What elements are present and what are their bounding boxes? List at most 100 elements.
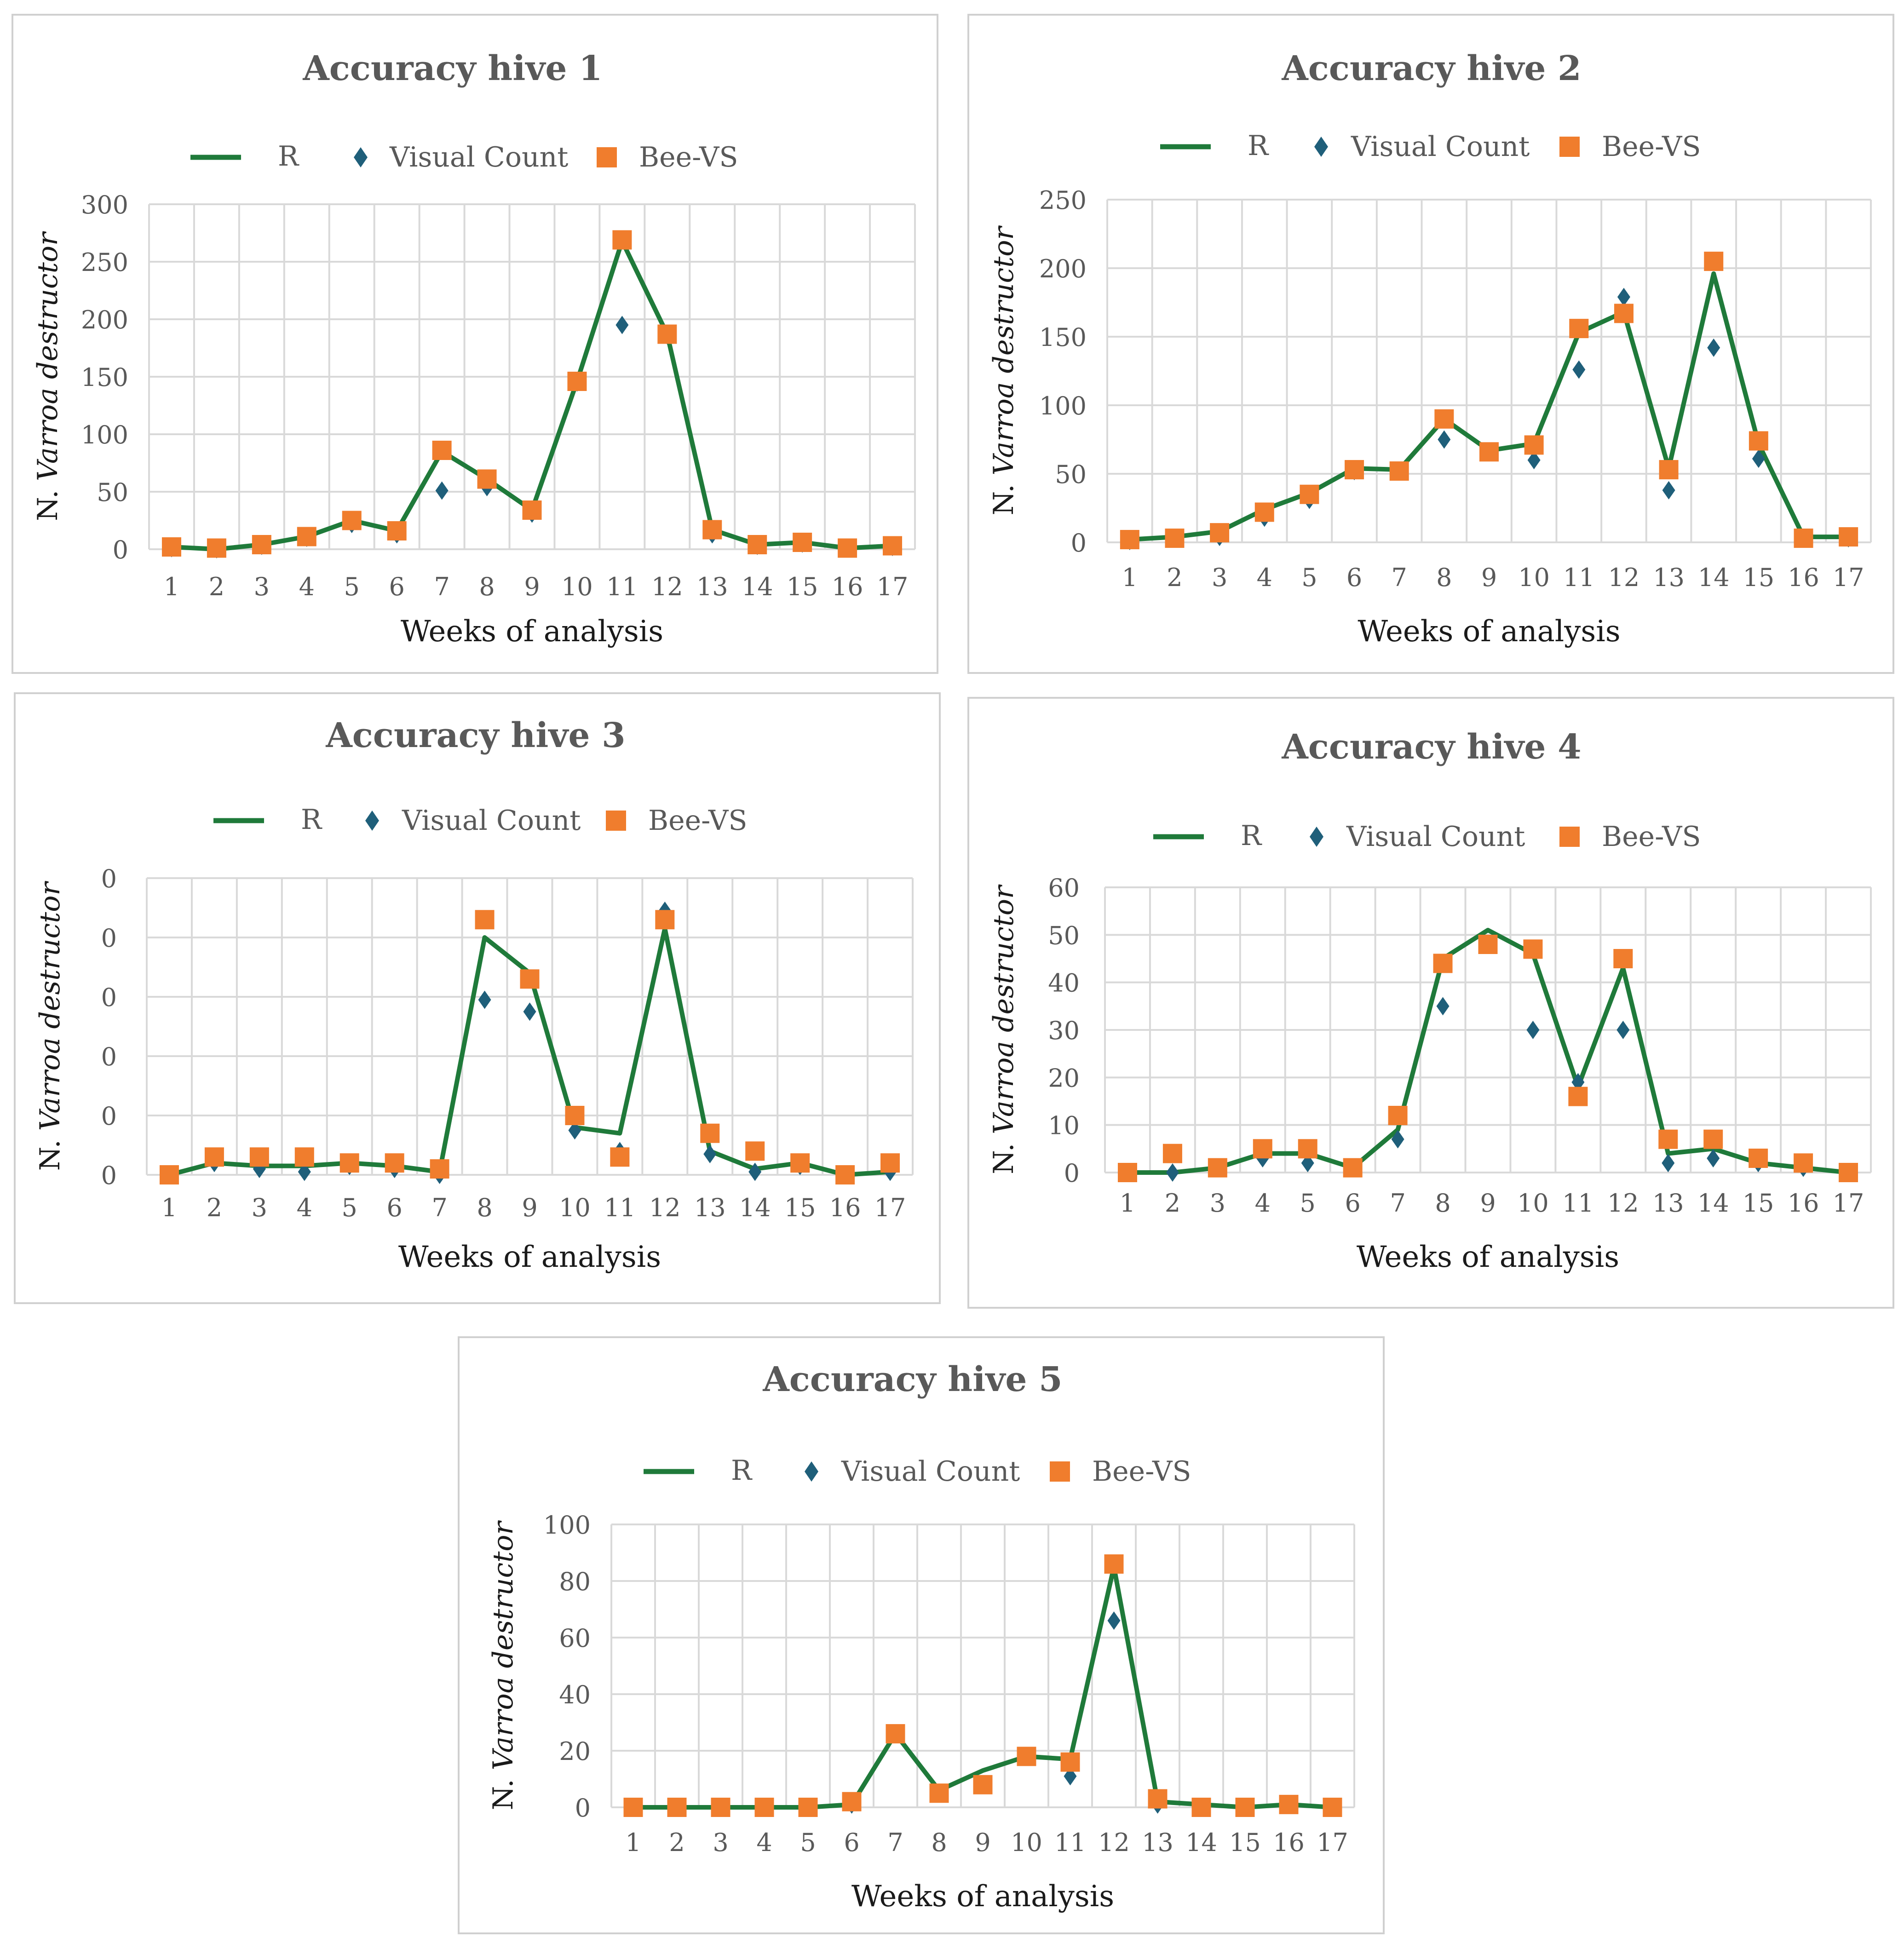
bee-vs-point xyxy=(612,230,632,250)
bee-vs-point xyxy=(339,1153,359,1173)
series-r-line xyxy=(633,1564,1333,1810)
y-tick-label: 200 xyxy=(81,305,128,334)
chart-title: Accuracy hive 1 xyxy=(302,49,602,88)
y-tick-label: 300 xyxy=(81,190,128,219)
y-tick-label: 100 xyxy=(543,1511,591,1540)
visual-count-point xyxy=(703,1144,717,1163)
bee-vs-point xyxy=(1839,1163,1858,1182)
y-axis-title-species: Varroa destructor xyxy=(34,880,66,1131)
x-tick-label: 7 xyxy=(887,1828,903,1857)
bee-vs-point xyxy=(1210,523,1230,543)
y-tick-label: 80 xyxy=(559,1567,591,1596)
legend-r-label: R xyxy=(731,1455,753,1487)
bee-vs-point xyxy=(1162,1144,1182,1163)
visual-count-point xyxy=(568,1121,581,1140)
x-tick-label: 10 xyxy=(559,1193,591,1222)
bee-vs-point xyxy=(159,1165,179,1184)
bee-vs-point xyxy=(207,538,226,558)
visual-count-point xyxy=(435,481,449,500)
visual-count-point xyxy=(1707,338,1720,357)
y-tick-label: 0 xyxy=(101,1042,117,1071)
legend-bee-vs-label: Bee-VS xyxy=(1092,1455,1191,1488)
x-axis-title: Weeks of analysis xyxy=(401,615,663,649)
bee-vs-point xyxy=(929,1783,949,1803)
y-tick-label: 250 xyxy=(1039,186,1087,215)
x-tick-label: 8 xyxy=(1436,563,1452,592)
x-tick-label: 3 xyxy=(254,572,270,601)
bee-vs-point xyxy=(1839,527,1858,547)
x-tick-label: 11 xyxy=(604,1193,636,1222)
x-tick-label: 15 xyxy=(1743,1189,1774,1218)
bee-vs-point xyxy=(1165,529,1185,548)
y-tick-label: 0 xyxy=(1071,529,1087,558)
x-tick-label: 8 xyxy=(931,1828,947,1857)
y-tick-label: 150 xyxy=(81,363,128,392)
bee-vs-point xyxy=(835,1165,855,1184)
x-tick-label: 13 xyxy=(696,572,728,601)
bee-vs-point xyxy=(1568,1087,1588,1106)
y-tick-label: 100 xyxy=(81,420,128,449)
y-axis-title-species: Varroa destructor xyxy=(988,884,1020,1134)
bee-vs-point xyxy=(1298,1139,1317,1159)
x-tick-label: 6 xyxy=(844,1828,859,1857)
legend-bee-vs-label: Bee-VS xyxy=(648,805,747,837)
bee-vs-point xyxy=(430,1159,449,1179)
x-tick-label: 3 xyxy=(1210,1189,1225,1218)
bee-vs-point xyxy=(294,1147,314,1167)
bee-vs-point xyxy=(475,910,495,930)
x-tick-label: 12 xyxy=(1607,1189,1639,1218)
visual-count-point xyxy=(1438,430,1451,449)
legend-bee-vs-label: Bee-VS xyxy=(639,141,738,173)
bee-vs-point xyxy=(477,469,497,489)
x-tick-label: 10 xyxy=(1011,1828,1042,1857)
bee-vs-point xyxy=(1479,442,1499,462)
y-tick-label: 200 xyxy=(1039,254,1087,283)
y-axis-title-prefix: N. xyxy=(487,1770,519,1810)
bee-vs-point xyxy=(1279,1794,1299,1814)
bee-vs-point xyxy=(748,535,767,554)
y-tick-label: 50 xyxy=(1048,921,1080,950)
x-tick-label: 2 xyxy=(207,1193,222,1222)
x-tick-label: 2 xyxy=(1167,563,1182,592)
x-tick-label: 14 xyxy=(1698,563,1730,592)
bee-vs-point xyxy=(161,537,181,557)
legend-visual-count-swatch xyxy=(1310,827,1323,847)
x-tick-label: 10 xyxy=(1518,563,1550,592)
bee-vs-point xyxy=(1703,1129,1723,1149)
chart-panel-hive-2: Accuracy hive 2 R Visual Count Bee-VS 0 50 100… xyxy=(967,14,1894,674)
legend-visual-count-swatch xyxy=(354,147,368,167)
y-axis-title-species: Varroa destructor xyxy=(487,1520,519,1770)
x-tick-label: 3 xyxy=(252,1193,267,1222)
chart-panel-hive-4: Accuracy hive 4 R Visual Count Bee-VS 0 10 20 3… xyxy=(967,697,1894,1309)
y-tick-label: 20 xyxy=(559,1737,591,1766)
visual-count-point xyxy=(1616,1021,1630,1039)
y-tick-label: 40 xyxy=(1048,969,1080,998)
x-tick-label: 2 xyxy=(209,572,224,601)
x-tick-label: 6 xyxy=(1346,563,1362,592)
bee-vs-point xyxy=(655,910,675,930)
legend-bee-vs-swatch xyxy=(1559,137,1580,157)
y-tick-label: 50 xyxy=(1055,460,1087,489)
x-tick-label: 11 xyxy=(606,572,638,601)
legend-bee-vs-label: Bee-VS xyxy=(1602,821,1701,853)
x-tick-label: 7 xyxy=(1392,563,1407,592)
bee-vs-point xyxy=(249,1147,269,1167)
chart-svg: Accuracy hive 5 R Visual Count Bee-VS 0 20 40 6… xyxy=(487,1360,1355,1914)
legend-visual-count-swatch xyxy=(1314,137,1328,157)
x-tick-label: 6 xyxy=(386,1193,402,1222)
bee-vs-point xyxy=(1434,409,1454,429)
y-tick-label: 60 xyxy=(1048,874,1080,903)
x-tick-label: 12 xyxy=(651,572,683,601)
bee-vs-point xyxy=(754,1798,774,1817)
legend-visual-count-label: Visual Count xyxy=(389,141,568,173)
x-tick-label: 2 xyxy=(669,1828,685,1857)
bee-vs-point xyxy=(204,1147,224,1167)
x-tick-label: 4 xyxy=(756,1828,772,1857)
y-tick-label: 250 xyxy=(81,248,128,277)
x-tick-label: 7 xyxy=(431,1193,447,1222)
x-axis-title: Weeks of analysis xyxy=(851,1880,1114,1914)
x-tick-label: 5 xyxy=(344,572,360,601)
x-tick-label: 11 xyxy=(1054,1828,1086,1857)
legend-bee-vs-swatch xyxy=(1050,1461,1070,1482)
y-tick-label: 0 xyxy=(101,864,117,893)
